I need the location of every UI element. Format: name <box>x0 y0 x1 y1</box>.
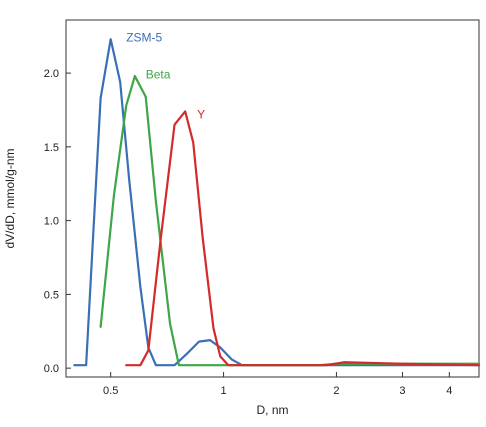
label-layer: ZSM-5 Beta Y D, nm dV/dD, mmol/g-nm <box>3 31 289 417</box>
y-tick-label: 1.0 <box>44 216 59 228</box>
plot-frame-layer <box>65 19 480 378</box>
y-tick-label: 2.0 <box>44 68 59 80</box>
x-axis-label: D, nm <box>256 403 288 417</box>
series-line-y <box>125 110 481 367</box>
series-line-zsm-5 <box>73 38 481 367</box>
series-label-y: Y <box>197 107 205 121</box>
series-layer <box>73 38 481 367</box>
x-tick-label: 1 <box>221 385 227 397</box>
y-tick-label: 0.0 <box>44 363 59 375</box>
x-tick-label: 2 <box>333 385 339 397</box>
y-tick-label: 1.5 <box>44 142 59 154</box>
axis-layer: 0.0 0.5 1.0 1.5 2.0 0.5 1 2 3 4 <box>44 68 453 397</box>
x-tick-label: 0.5 <box>103 385 118 397</box>
series-line-beta <box>99 74 481 367</box>
y-axis-label: dV/dD, mmol/g-nm <box>3 148 17 248</box>
x-tick-label: 3 <box>399 385 405 397</box>
plot-area-frame <box>65 19 480 378</box>
y-tick-label: 0.5 <box>44 289 59 301</box>
series-label-beta: Beta <box>146 68 171 82</box>
series-label-zsm-5: ZSM-5 <box>126 31 162 45</box>
x-tick-label: 4 <box>446 385 452 397</box>
